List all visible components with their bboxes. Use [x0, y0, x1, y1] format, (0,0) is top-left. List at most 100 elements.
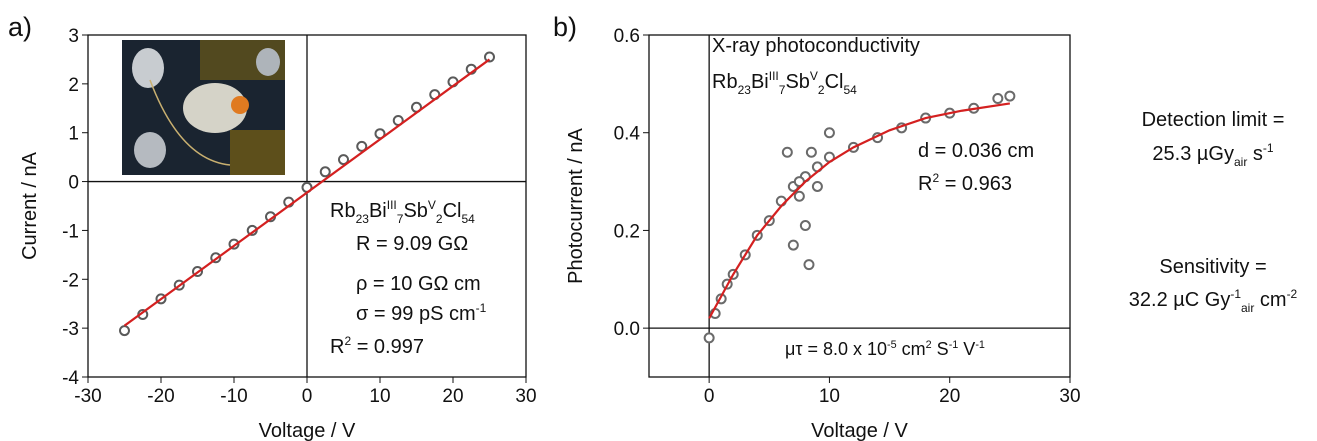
text-segment: Cl — [825, 71, 844, 93]
annotation: R = 9.09 GΩ — [356, 233, 468, 255]
y-tick-label: 0.4 — [614, 124, 641, 145]
data-point — [356, 140, 368, 152]
text-segment: Sb — [403, 200, 427, 222]
photo-dot — [231, 96, 249, 114]
data-point — [781, 146, 793, 158]
text-segment: s — [1247, 143, 1263, 165]
x-tick-label: 0 — [704, 386, 715, 407]
text-segment: 54 — [844, 83, 858, 97]
text-segment: 25.3 µGy — [1152, 143, 1234, 165]
text-segment: III — [769, 69, 779, 83]
x-axis-label: Voltage / V — [811, 420, 908, 441]
side-note: 25.3 µGyair s-1 — [1152, 141, 1273, 169]
y-tick-label: 3 — [68, 26, 79, 47]
photo-gold — [230, 130, 285, 175]
y-tick-label: 2 — [68, 75, 79, 96]
text-segment: -2 — [1287, 287, 1298, 301]
text-segment: d = 0.036 cm — [918, 140, 1034, 162]
text-segment: air — [1241, 301, 1254, 315]
x-tick-label: 0 — [302, 386, 313, 407]
annotation: R2 = 0.997 — [330, 334, 424, 358]
y-tick-label: 0.0 — [614, 319, 640, 340]
x-tick-label: 10 — [369, 386, 390, 407]
side-note: 32.2 µC Gy-1air cm-2 — [1129, 287, 1298, 315]
text-segment: 7 — [779, 83, 786, 97]
text-segment: -1 — [975, 339, 985, 351]
text-segment: -1 — [1263, 141, 1274, 155]
data-point — [484, 51, 495, 63]
photo-contact — [134, 132, 166, 168]
text-segment: Detection limit = — [1142, 109, 1285, 131]
text-segment: R — [330, 336, 344, 358]
text-segment: V — [428, 198, 436, 212]
x-axis-label: Voltage / V — [259, 420, 356, 441]
text-segment: μτ = 8.0 x 10 — [785, 339, 887, 359]
x-tick-label: 30 — [1059, 386, 1080, 407]
annotation: d = 0.036 cm — [918, 140, 1034, 162]
text-segment: 2 — [818, 83, 825, 97]
y-tick-label: -3 — [62, 319, 79, 340]
panel-label: b) — [553, 12, 577, 42]
x-tick-label: 20 — [442, 386, 463, 407]
text-segment: R = 9.09 GΩ — [356, 233, 468, 255]
data-point — [703, 332, 715, 344]
x-tick-label: -30 — [74, 386, 101, 407]
data-point — [319, 166, 331, 178]
text-segment: S — [932, 339, 949, 359]
text-segment: = 0.997 — [351, 336, 424, 358]
text-segment: Sensitivity = — [1159, 256, 1266, 278]
text-segment: 54 — [462, 212, 476, 226]
x-tick-label: 10 — [819, 386, 840, 407]
y-tick-label: 1 — [68, 124, 79, 145]
annotation: μτ = 8.0 x 10-5 cm2 S-1 V-1 — [785, 339, 985, 359]
text-segment: V — [958, 339, 975, 359]
text-segment: 2 — [926, 339, 932, 351]
text-segment: Bi — [751, 71, 769, 93]
photo-contact — [256, 48, 280, 76]
text-segment: Cl — [443, 200, 462, 222]
x-tick-label: 30 — [515, 386, 536, 407]
y-axis-label: Current / nA — [19, 151, 41, 259]
inset-photo — [122, 40, 285, 175]
text-segment: III — [387, 198, 397, 212]
photo-contact — [132, 48, 164, 88]
text-segment: Bi — [369, 200, 387, 222]
y-tick-label: 0.2 — [614, 221, 640, 242]
text-segment: Rb — [330, 200, 356, 222]
text-segment: ρ = 10 GΩ cm — [356, 273, 481, 295]
data-point — [1004, 90, 1016, 102]
y-tick-label: 0.6 — [614, 26, 640, 47]
annotation: σ = 99 pS cm-1 — [356, 301, 487, 325]
text-segment: 23 — [738, 83, 752, 97]
data-point — [793, 190, 805, 202]
text-segment: -1 — [949, 339, 959, 351]
text-segment: R — [918, 173, 932, 195]
text-segment: cm — [897, 339, 926, 359]
annotation: Rb23BiIII7SbV2Cl54 — [330, 198, 475, 226]
y-tick-label: -1 — [62, 221, 79, 242]
text-segment: 2 — [344, 334, 351, 348]
x-tick-label: 20 — [939, 386, 960, 407]
annotation: R2 = 0.963 — [918, 171, 1012, 195]
text-segment: Rb — [712, 71, 738, 93]
data-point — [811, 180, 823, 192]
y-tick-label: -2 — [62, 270, 79, 291]
data-point — [799, 220, 811, 232]
annotation: Rb23BiIII7SbV2Cl54 — [712, 69, 857, 97]
data-point — [823, 127, 835, 139]
text-segment: = 0.963 — [939, 173, 1012, 195]
data-point — [119, 325, 130, 337]
text-segment: -5 — [887, 339, 897, 351]
data-point — [992, 93, 1004, 105]
data-point — [787, 239, 799, 251]
x-tick-label: -10 — [220, 386, 247, 407]
annotation: X-ray photoconductivity — [712, 35, 920, 57]
data-point — [338, 154, 349, 166]
text-segment: -1 — [476, 301, 487, 315]
text-segment: σ = 99 pS cm — [356, 303, 476, 325]
text-segment: cm — [1254, 289, 1286, 311]
x-tick-label: -20 — [147, 386, 174, 407]
text-segment: 2 — [436, 212, 443, 226]
text-segment: X-ray photoconductivity — [712, 35, 920, 57]
